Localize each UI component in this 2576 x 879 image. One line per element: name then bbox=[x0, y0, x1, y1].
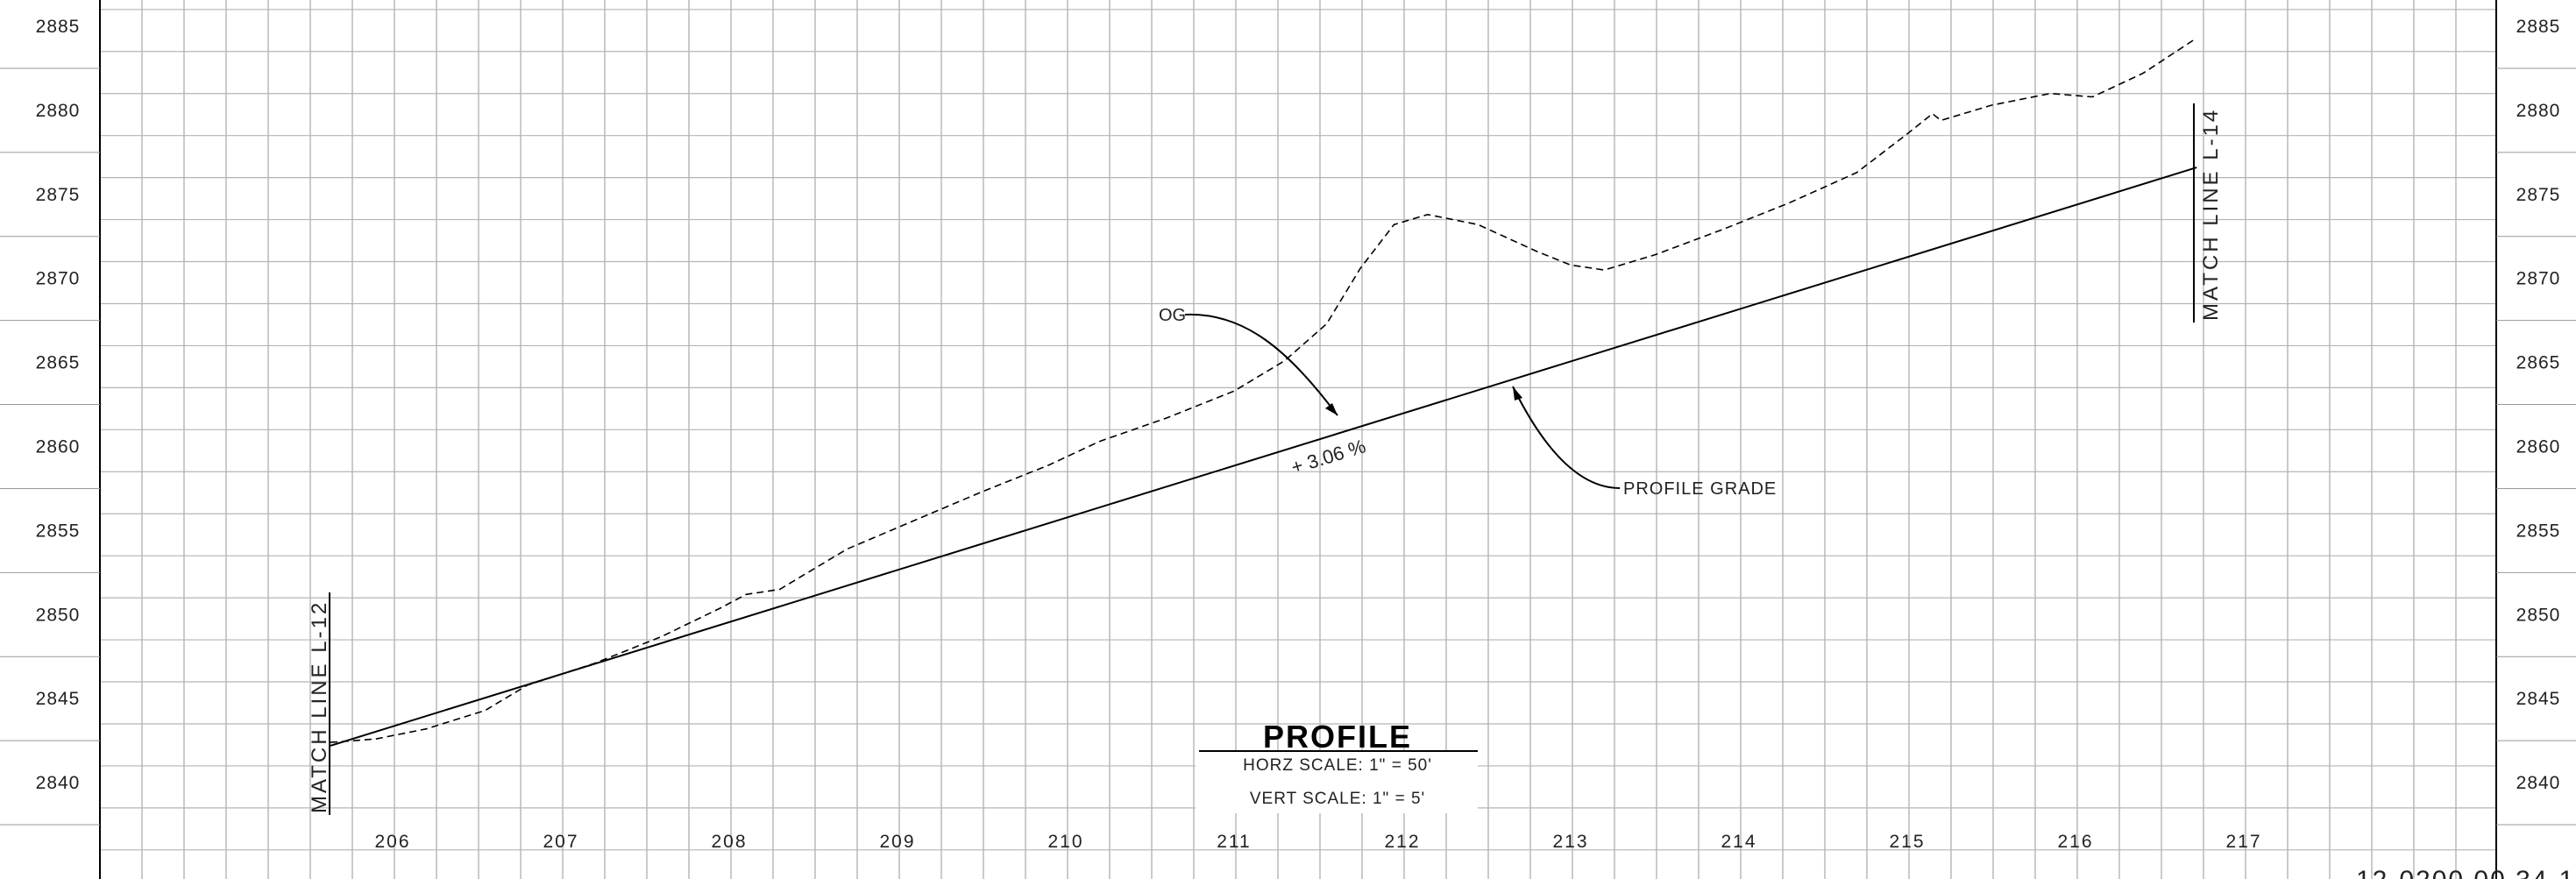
right-elevation-axis: 2885 2880 2875 2870 2865 2860 2855 2850 2845 2840 bbox=[2516, 17, 2561, 793]
match-line-right: MATCH LINE L-14 bbox=[2193, 103, 2223, 323]
elevation-label-left: 2870 bbox=[36, 269, 81, 289]
station-label: 215 bbox=[1889, 832, 1925, 852]
title-block: PROFILE HORZ SCALE: 1" = 50' VERT SCALE:… bbox=[1196, 719, 1478, 813]
station-label: 217 bbox=[2225, 832, 2261, 852]
og-callout: OG bbox=[1159, 306, 1338, 416]
station-label: 208 bbox=[711, 832, 747, 852]
elevation-label-left: 2880 bbox=[36, 101, 81, 121]
elevation-label-right: 2845 bbox=[2516, 689, 2561, 709]
vert-scale: VERT SCALE: 1" = 5' bbox=[1250, 790, 1425, 808]
station-label: 211 bbox=[1217, 832, 1251, 852]
match-line-right-label: MATCH LINE L-14 bbox=[2199, 108, 2223, 321]
elevation-label-right: 2850 bbox=[2516, 605, 2561, 625]
elevation-label-right: 2870 bbox=[2516, 269, 2561, 289]
og-line bbox=[330, 37, 2197, 743]
station-axis: 206 207 208 209 210 211 212 213 214 215 216 217 bbox=[374, 832, 2261, 852]
elevation-label-left: 2860 bbox=[36, 437, 81, 457]
elevation-label-left: 2865 bbox=[36, 353, 81, 373]
station-label: 214 bbox=[1721, 832, 1756, 852]
station-label: 210 bbox=[1047, 832, 1083, 852]
left-elevation-axis: 2885 2880 2875 2870 2865 2860 2855 2850 2845 2840 bbox=[36, 17, 81, 793]
profile-grade-line bbox=[330, 167, 2197, 747]
elevation-label-left: 2845 bbox=[36, 689, 81, 709]
elevation-label-right: 2875 bbox=[2516, 185, 2561, 205]
elevation-label-right: 2860 bbox=[2516, 437, 2561, 457]
elevation-label-left: 2875 bbox=[36, 185, 81, 205]
profile-lines bbox=[330, 37, 2197, 747]
station-label: 216 bbox=[2057, 832, 2093, 852]
station-label: 209 bbox=[879, 832, 915, 852]
elevation-label-left: 2885 bbox=[36, 17, 81, 37]
station-label: 212 bbox=[1384, 832, 1420, 852]
elevation-label-left: 2850 bbox=[36, 605, 81, 625]
match-line-left: MATCH LINE L-12 bbox=[308, 592, 331, 815]
elevation-label-left: 2855 bbox=[36, 521, 81, 541]
elevation-label-left: 2840 bbox=[36, 773, 81, 793]
horz-scale: HORZ SCALE: 1" = 50' bbox=[1243, 756, 1432, 775]
station-label: 213 bbox=[1552, 832, 1588, 852]
elevation-label-right: 2865 bbox=[2516, 353, 2561, 373]
station-label: 207 bbox=[543, 832, 578, 852]
og-label: OG bbox=[1159, 306, 1186, 325]
elevation-label-right: 2885 bbox=[2516, 17, 2561, 37]
elevation-label-right: 2840 bbox=[2516, 773, 2561, 793]
profile-grade-label: PROFILE GRADE bbox=[1623, 479, 1777, 499]
station-label: 206 bbox=[374, 832, 410, 852]
elevation-label-right: 2880 bbox=[2516, 101, 2561, 121]
sheet-number: 12-0200.00.34-1 bbox=[2356, 866, 2575, 879]
elevation-label-right: 2855 bbox=[2516, 521, 2561, 541]
profile-grade-callout: PROFILE GRADE bbox=[1512, 386, 1777, 499]
match-line-left-label: MATCH LINE L-12 bbox=[308, 600, 331, 813]
title-profile: PROFILE bbox=[1263, 719, 1412, 755]
